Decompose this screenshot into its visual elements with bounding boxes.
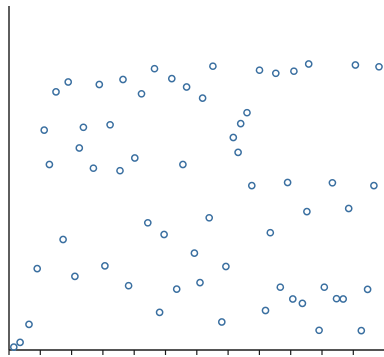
data-point [143,218,152,227]
data-point [160,230,168,239]
data-points [9,60,383,351]
data-point [75,144,84,152]
data-point [217,318,226,326]
data-point [290,67,298,76]
data-point [101,262,109,270]
data-point [303,207,311,216]
data-point [89,164,98,173]
data-point [59,235,67,244]
data-point [222,262,230,271]
data-point [243,108,251,117]
data-point [328,178,337,187]
data-point [9,343,18,351]
data-point [315,326,323,335]
data-point [150,64,159,73]
data-point [339,295,348,303]
data-point [375,62,383,71]
data-point [276,283,285,292]
data-point [33,264,42,273]
x-axis-ticks [8,350,354,355]
data-point [119,75,127,84]
data-point [332,294,341,303]
data-point [344,204,353,213]
data-point [288,295,297,303]
data-point [320,283,329,292]
data-point [155,308,164,317]
data-point [40,126,49,134]
data-point [71,272,79,281]
data-point [205,213,214,222]
data-point [190,249,199,257]
data-point [304,60,313,68]
data-point [167,74,176,83]
data-point [25,320,33,329]
data-point [236,119,245,128]
data-point [45,160,54,169]
data-point [130,154,139,162]
data-point [298,299,307,308]
data-point [79,123,88,132]
data-point [363,285,372,294]
data-point [255,66,264,75]
data-point [247,181,256,190]
data-point [198,94,207,102]
data-point [137,89,146,98]
data-point [106,120,114,129]
data-point [116,166,124,175]
data-point [182,83,191,91]
data-point [52,88,60,96]
data-point [209,62,217,71]
data-point [172,285,181,293]
data-point [234,148,242,157]
data-point [266,228,275,237]
data-point [16,338,24,347]
data-point [261,306,270,315]
data-point [196,278,204,287]
data-point [271,69,280,78]
data-point [283,178,292,187]
data-point [64,78,73,86]
data-point [357,326,366,335]
data-point [179,160,187,169]
data-point [351,61,360,69]
data-point [124,281,133,290]
data-point [370,181,378,190]
data-point [95,80,104,89]
data-point [229,133,238,142]
